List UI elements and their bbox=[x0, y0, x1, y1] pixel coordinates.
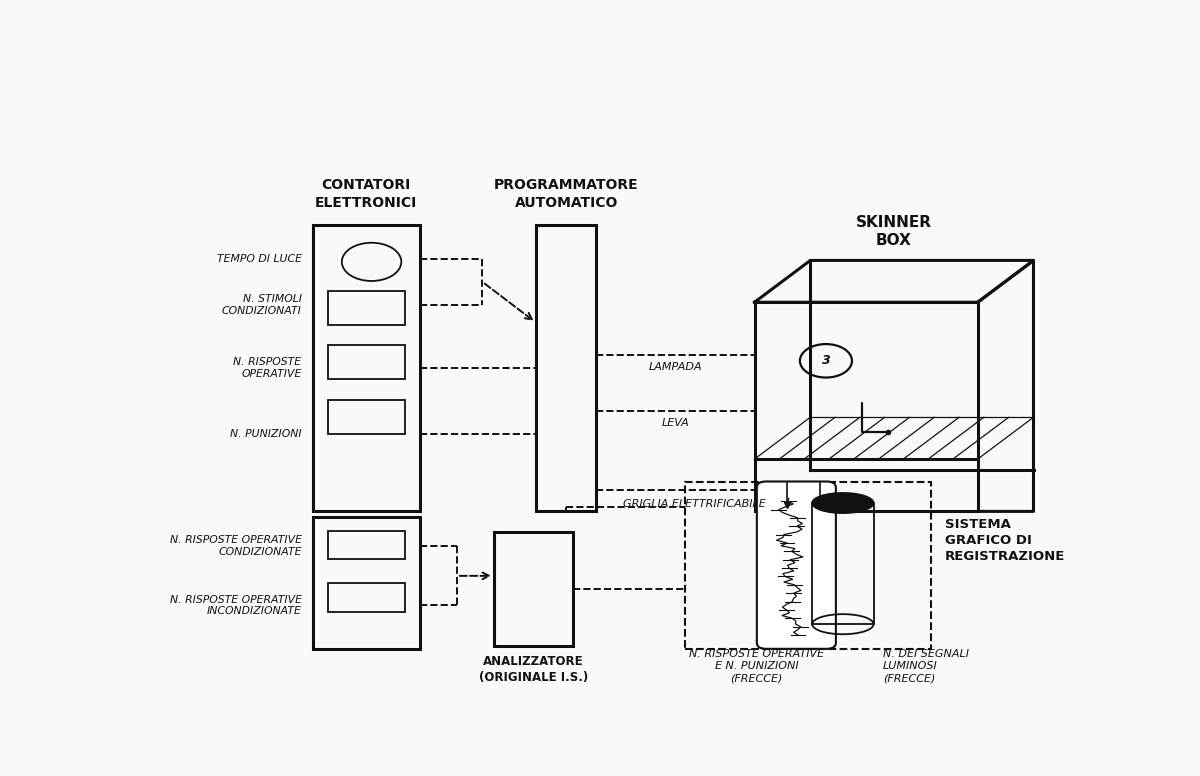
Text: TEMPO DI LUCE: TEMPO DI LUCE bbox=[216, 254, 301, 264]
Bar bbox=[685, 481, 931, 649]
Bar bbox=[313, 224, 420, 511]
Bar bbox=[494, 532, 574, 646]
Bar bbox=[328, 583, 404, 612]
Text: N. RISPOSTE OPERATIVE
CONDIZIONATE: N. RISPOSTE OPERATIVE CONDIZIONATE bbox=[169, 535, 301, 557]
Text: SKINNER
BOX: SKINNER BOX bbox=[856, 215, 932, 248]
Text: N. DEI SEGNALI
LUMINOSI
(FRECCE): N. DEI SEGNALI LUMINOSI (FRECCE) bbox=[883, 649, 968, 684]
Bar bbox=[812, 503, 874, 624]
Text: ANALIZZATORE
(ORIGINALE I.S.): ANALIZZATORE (ORIGINALE I.S.) bbox=[479, 655, 588, 684]
Text: SISTEMA
GRAFICO DI
REGISTRAZIONE: SISTEMA GRAFICO DI REGISTRAZIONE bbox=[946, 518, 1066, 563]
Ellipse shape bbox=[812, 493, 874, 513]
Text: N. RISPOSTE OPERATIVE
E N. PUNIZIONI
(FRECCE): N. RISPOSTE OPERATIVE E N. PUNIZIONI (FR… bbox=[689, 649, 824, 684]
FancyBboxPatch shape bbox=[757, 481, 836, 649]
Text: LEVA: LEVA bbox=[661, 418, 689, 428]
Bar bbox=[313, 518, 420, 649]
Bar bbox=[328, 290, 404, 325]
Text: PROGRAMMATORE
AUTOMATICO: PROGRAMMATORE AUTOMATICO bbox=[494, 178, 638, 210]
Bar bbox=[328, 400, 404, 434]
Bar bbox=[755, 303, 978, 511]
Text: N. STIMOLI
CONDIZIONATI: N. STIMOLI CONDIZIONATI bbox=[222, 294, 301, 316]
Text: N. RISPOSTE OPERATIVE
INCONDIZIONATE: N. RISPOSTE OPERATIVE INCONDIZIONATE bbox=[169, 594, 301, 616]
Text: CONTATORI
ELETTRONICI: CONTATORI ELETTRONICI bbox=[316, 178, 418, 210]
Text: GRIGLIA ELETTRIFICABILE: GRIGLIA ELETTRIFICABILE bbox=[623, 499, 766, 509]
Bar bbox=[536, 224, 596, 511]
Text: N. PUNIZIONI: N. PUNIZIONI bbox=[230, 429, 301, 439]
Text: N. RISPOSTE
OPERATIVE: N. RISPOSTE OPERATIVE bbox=[234, 357, 301, 379]
Text: LAMPADA: LAMPADA bbox=[649, 362, 702, 372]
Text: 3: 3 bbox=[822, 355, 830, 367]
Bar bbox=[328, 531, 404, 559]
Bar bbox=[328, 345, 404, 379]
